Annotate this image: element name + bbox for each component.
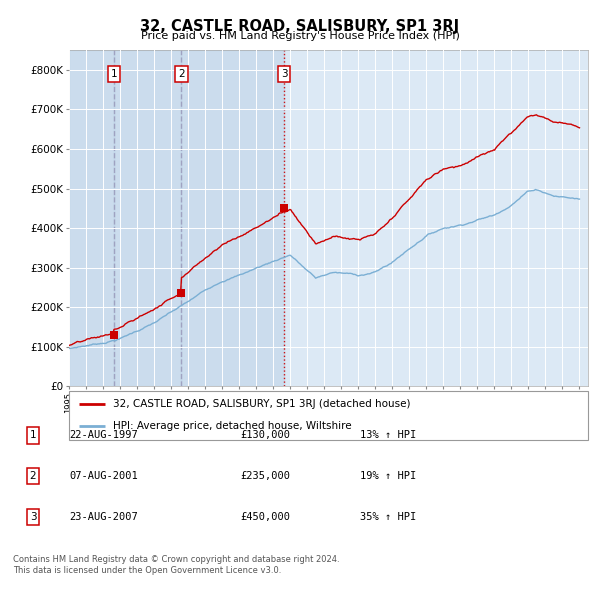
Text: 13% ↑ HPI: 13% ↑ HPI: [360, 431, 416, 440]
Text: 32, CASTLE ROAD, SALISBURY, SP1 3RJ: 32, CASTLE ROAD, SALISBURY, SP1 3RJ: [140, 19, 460, 34]
Bar: [114, 50, 181, 386]
Text: £235,000: £235,000: [240, 471, 290, 481]
Text: £450,000: £450,000: [240, 512, 290, 522]
Text: £130,000: £130,000: [240, 431, 290, 440]
Text: 23-AUG-2007: 23-AUG-2007: [69, 512, 138, 522]
Text: 35% ↑ HPI: 35% ↑ HPI: [360, 512, 416, 522]
Text: 2: 2: [29, 471, 37, 481]
Text: 2: 2: [178, 69, 185, 79]
Text: 19% ↑ HPI: 19% ↑ HPI: [360, 471, 416, 481]
Text: 1: 1: [29, 431, 37, 440]
Text: 07-AUG-2001: 07-AUG-2001: [69, 471, 138, 481]
Bar: [69, 50, 114, 386]
Text: 3: 3: [281, 69, 287, 79]
Bar: [181, 50, 284, 386]
Text: HPI: Average price, detached house, Wiltshire: HPI: Average price, detached house, Wilt…: [113, 421, 352, 431]
Text: 32, CASTLE ROAD, SALISBURY, SP1 3RJ (detached house): 32, CASTLE ROAD, SALISBURY, SP1 3RJ (det…: [113, 399, 410, 409]
Text: 1: 1: [110, 69, 117, 79]
Text: 3: 3: [29, 512, 37, 522]
FancyBboxPatch shape: [69, 391, 588, 440]
Text: Price paid vs. HM Land Registry's House Price Index (HPI): Price paid vs. HM Land Registry's House …: [140, 31, 460, 41]
Text: 22-AUG-1997: 22-AUG-1997: [69, 431, 138, 440]
Text: Contains HM Land Registry data © Crown copyright and database right 2024.
This d: Contains HM Land Registry data © Crown c…: [13, 555, 340, 575]
